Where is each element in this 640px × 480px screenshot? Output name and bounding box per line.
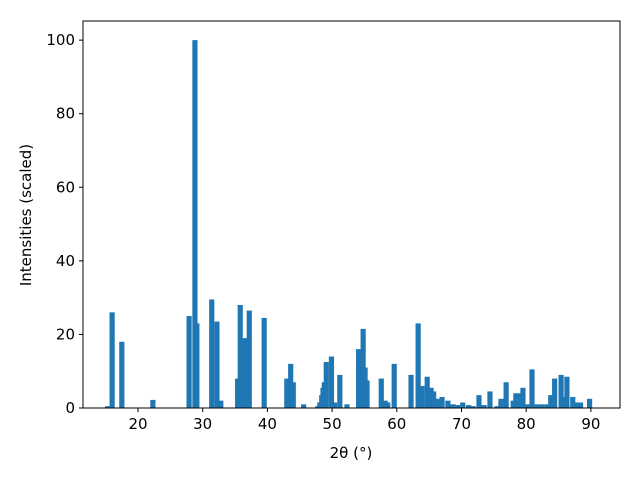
bar: [290, 382, 296, 408]
bar: [246, 310, 252, 408]
bar: [577, 402, 584, 408]
bar: [494, 406, 500, 408]
bar: [332, 402, 338, 408]
bar: [284, 378, 290, 408]
x-tick-label: 60: [387, 415, 406, 433]
bar: [328, 356, 335, 408]
bar: [150, 399, 156, 408]
bar: [119, 341, 125, 408]
bar: [209, 299, 215, 408]
bar: [525, 404, 531, 408]
bar: [455, 405, 461, 408]
x-tick-label: 50: [323, 415, 342, 433]
bar: [242, 338, 248, 408]
bar: [529, 369, 535, 408]
bar: [570, 396, 576, 408]
bar: [520, 387, 526, 408]
bar: [476, 395, 482, 408]
bar: [109, 312, 115, 408]
x-tick-label: 20: [128, 415, 147, 433]
y-tick-label: 40: [56, 252, 75, 270]
bar: [218, 400, 224, 408]
bar: [450, 404, 456, 408]
x-axis-label: 2θ (°): [330, 444, 373, 462]
bar: [539, 404, 545, 408]
bar: [301, 404, 307, 408]
bar: [587, 398, 593, 408]
bar: [503, 382, 509, 408]
bar: [445, 400, 451, 408]
y-axis-label: Intensities (scaled): [17, 144, 35, 286]
bar: [408, 374, 414, 408]
bar: [431, 391, 437, 408]
bar: [323, 362, 329, 408]
bar: [424, 376, 430, 408]
bar: [214, 321, 220, 408]
bar: [552, 378, 558, 408]
bar: [439, 396, 445, 408]
bar: [544, 404, 550, 408]
x-tick-label: 80: [517, 415, 536, 433]
bar: [237, 304, 243, 408]
x-tick-label: 40: [258, 415, 277, 433]
bar: [356, 349, 362, 408]
bar: [261, 317, 267, 408]
bar: [466, 405, 472, 408]
bar: [513, 393, 519, 408]
bar: [517, 393, 523, 408]
bar: [548, 395, 554, 408]
plot-frame: [82, 20, 621, 409]
x-tick-label: 30: [193, 415, 212, 433]
bar: [364, 380, 370, 408]
bar: [337, 374, 343, 408]
x-tick-label: 90: [581, 415, 600, 433]
bar: [186, 316, 192, 408]
bar: [498, 398, 504, 408]
bar: [344, 404, 350, 408]
bar: [460, 402, 466, 408]
bar: [415, 323, 421, 408]
bar: [194, 323, 200, 408]
y-tick-label: 100: [46, 31, 75, 49]
bar: [391, 363, 397, 408]
bar: [192, 40, 198, 409]
y-tick-label: 60: [56, 178, 75, 196]
bar: [561, 396, 567, 408]
bar: [378, 378, 384, 408]
bar: [385, 402, 391, 408]
bar: [558, 374, 564, 408]
y-tick-label: 0: [65, 399, 75, 417]
bar: [487, 391, 493, 408]
bar: [419, 385, 425, 408]
x-tick-label: 70: [452, 415, 471, 433]
bar: [104, 406, 111, 408]
bar: [470, 406, 476, 408]
bar: [574, 402, 580, 408]
bar: [481, 405, 487, 408]
bar: [534, 404, 540, 408]
bar: [564, 376, 570, 408]
bar: [434, 398, 440, 408]
y-tick-label: 80: [56, 105, 75, 123]
y-tick-label: 20: [56, 325, 75, 343]
